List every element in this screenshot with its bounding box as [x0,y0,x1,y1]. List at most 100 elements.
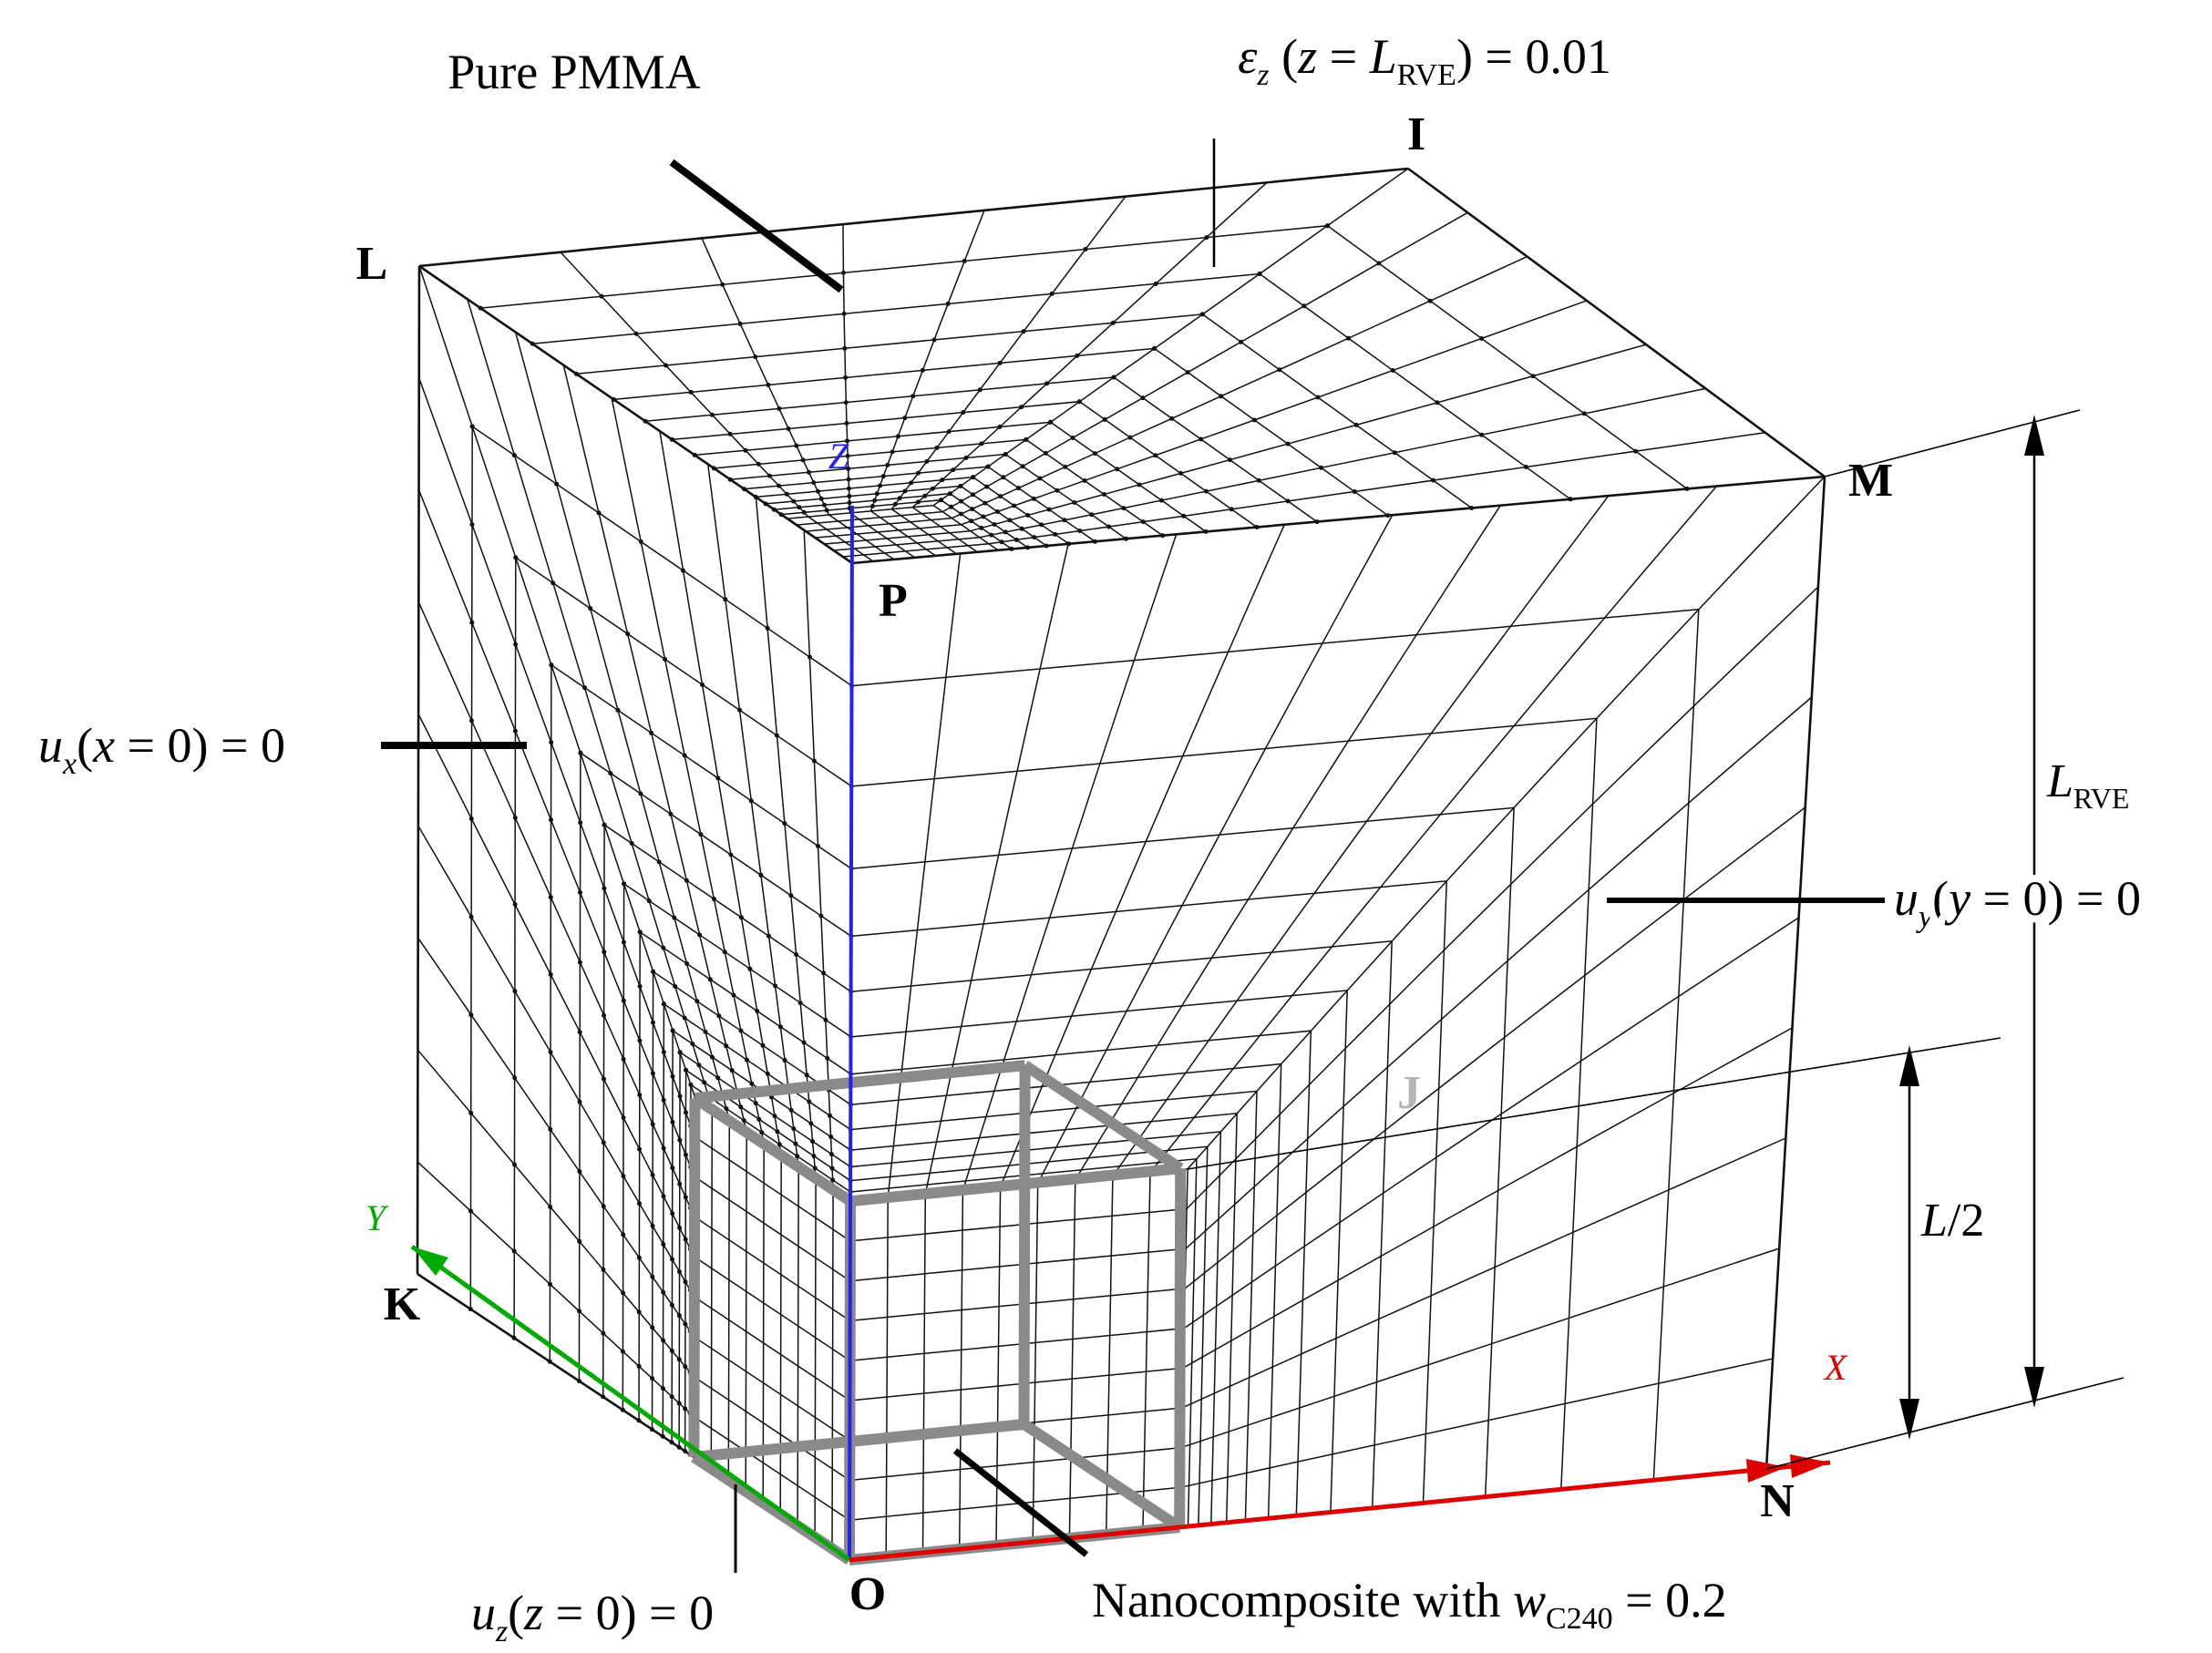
mesh-node [1070,436,1075,440]
mesh-node [650,1325,655,1330]
mesh-node [716,1013,722,1019]
lrve-arrow-down [2024,1367,2044,1408]
mesh-node [670,1119,675,1124]
mesh-node [549,817,553,823]
mesh-node [582,685,587,691]
mesh-radial [418,265,696,1097]
mesh-node [676,1401,682,1406]
mesh-node [829,1165,835,1171]
mesh-node [1315,395,1321,400]
mesh-node [669,1348,674,1353]
mesh-node [636,1309,642,1315]
mesh-node [577,960,582,965]
mesh-node [773,983,778,989]
mesh-node [548,972,553,977]
mesh-radial [418,377,695,1137]
mesh-node [989,532,994,538]
mesh-node [812,1165,818,1171]
mesh-line [694,1216,851,1322]
mesh-node [1063,464,1068,469]
mesh-node [788,1107,794,1113]
mesh-node [1523,465,1528,469]
mesh-node [756,461,761,467]
mesh-node [670,1257,674,1262]
mesh-node [959,498,963,504]
mesh-node [753,354,758,360]
mesh-node [766,933,771,939]
lrve-arrow-up [2024,415,2044,456]
mesh-node [677,1050,683,1055]
mesh-node [1007,518,1013,523]
mesh-node [985,464,991,469]
mesh-node [677,1269,682,1275]
mesh-line [921,1194,927,1554]
mesh-node [741,1118,746,1124]
mesh-node [920,367,925,373]
mesh-line [1032,1183,1039,1543]
mesh-node [909,480,914,486]
mesh-line [787,504,934,519]
mesh-line [815,523,962,539]
mesh-node [661,1289,666,1295]
uy-bc-label: uy(y = 0) = 0 [1894,871,2141,934]
mesh-node [690,1042,695,1046]
mesh-node [1127,435,1133,440]
mesh-node [947,491,952,497]
mesh-radial [417,601,695,1217]
nanocube-edge [692,1093,854,1206]
mesh-radial [1037,514,1394,1184]
nanocomposite-leader-line [952,1448,1089,1557]
mesh-node [794,443,799,448]
mesh-node [738,1104,744,1110]
mesh-node [633,331,639,336]
mesh-node [961,410,966,416]
mesh-node [1115,467,1120,472]
mesh-node [772,1114,777,1119]
mesh-line [842,542,989,558]
mesh-node [1227,457,1232,463]
mesh-line [762,1143,765,1504]
mesh-node [577,1309,582,1314]
mesh-node [934,445,940,450]
mesh-node [651,969,656,974]
mesh-line [694,1296,850,1401]
mesh-node [758,872,764,878]
mesh-node [661,1001,666,1007]
mesh-node [637,1146,643,1152]
mesh-node [916,470,921,476]
mesh-node [811,1154,817,1159]
mesh-line [694,1336,850,1442]
mesh-node [1204,235,1209,241]
mesh-node [629,841,634,846]
mesh-node [1062,518,1067,523]
mesh-node [892,501,898,507]
mesh-node [724,1043,729,1049]
mesh-line [808,516,874,562]
mesh-node [677,1225,683,1230]
mesh-node [637,1201,642,1206]
mesh-node [760,1042,766,1048]
mesh-radial [924,543,1069,1195]
mesh-node [638,539,643,544]
mesh-node [874,491,880,497]
mesh-radial [1183,917,1800,1330]
mesh-node [621,939,626,945]
uz-bc-label: uz(z = 0) = 0 [471,1586,714,1648]
mesh-node [811,758,817,764]
mesh-node [548,1126,553,1132]
ux-bc-label: ux(x = 0) = 0 [38,718,285,781]
mesh-node [1325,223,1330,229]
mesh-node [951,467,956,473]
nanocube-edge [694,1060,1026,1104]
mesh-node [1082,478,1087,483]
mesh-node [548,1204,553,1209]
mesh-node [979,525,984,530]
mesh-node [577,1169,582,1175]
mesh-node [650,1173,655,1177]
mesh-node [677,1093,683,1099]
nanocube-edge [1021,1419,1183,1533]
mesh-node [924,458,930,464]
mesh-node [650,1223,655,1228]
mesh-node [676,1313,682,1319]
mesh-line [1142,1172,1151,1532]
